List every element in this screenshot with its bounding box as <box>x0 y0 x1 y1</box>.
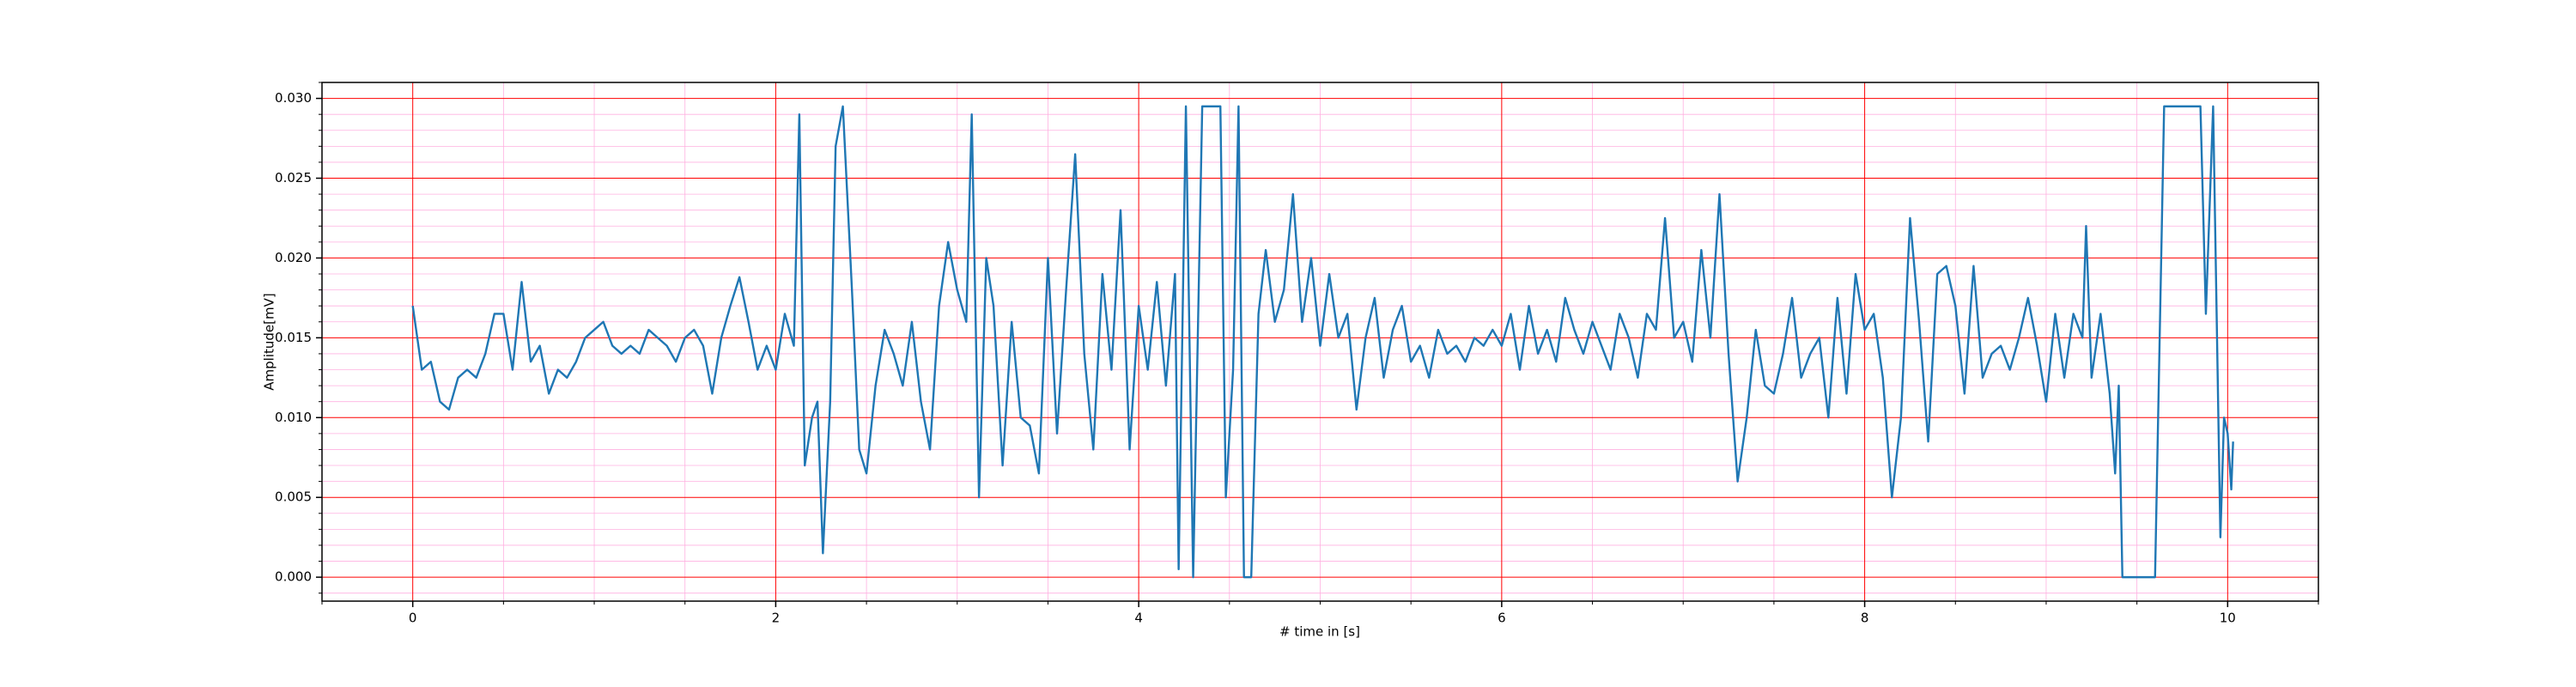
y-tick-label: 0.020 <box>275 250 312 265</box>
y-tick-label: 0.030 <box>275 90 312 106</box>
x-tick-label: 0 <box>409 611 417 626</box>
x-tick-label: 4 <box>1134 611 1143 626</box>
x-tick-label: 6 <box>1498 611 1506 626</box>
x-tick-label: 10 <box>2220 611 2236 626</box>
x-tick-label: 2 <box>772 611 781 626</box>
y-tick-label: 0.015 <box>275 330 312 345</box>
y-tick-label: 0.000 <box>275 569 312 585</box>
signal-line <box>411 105 2234 579</box>
plot-frame <box>321 82 2319 602</box>
y-axis-label: Amplitude[mV] <box>262 293 277 390</box>
y-tick-label: 0.005 <box>275 489 312 505</box>
y-tick-label: 0.025 <box>275 170 312 185</box>
y-tick-label: 0.010 <box>275 410 312 425</box>
x-tick-label: 8 <box>1861 611 1869 626</box>
x-axis-label: # time in [s] <box>1279 624 1360 640</box>
